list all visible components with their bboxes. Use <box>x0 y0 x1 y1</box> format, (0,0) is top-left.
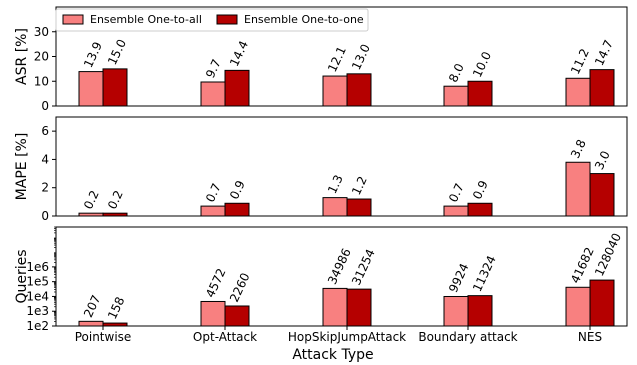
bar-mape-s2-3 <box>467 202 493 217</box>
legend-swatch-one-to-one <box>216 14 238 25</box>
x-tick-label: Pointwise <box>75 330 132 344</box>
y-tick-label: 0 <box>41 99 49 113</box>
bar-mape-s2-1 <box>224 202 250 217</box>
bar-queries-s2-4 <box>589 279 615 327</box>
y-tick-label: 30 <box>34 25 49 39</box>
bar-mape-s1-0 <box>78 212 104 217</box>
legend-box <box>55 8 369 32</box>
bar-value-label: 13.0 <box>349 42 373 72</box>
x-tick-label: Opt-Attack <box>193 330 257 344</box>
legend: Ensemble One-to-all Ensemble One-to-one <box>55 8 369 32</box>
y-axis-title-queries: Queries <box>14 249 30 303</box>
bar-asr-s1-1 <box>200 81 226 107</box>
bar-value-label: 0.2 <box>81 188 102 211</box>
bar-value-label: 0.2 <box>105 188 126 211</box>
bar-asr-s2-0 <box>102 68 128 107</box>
bar-mape-s1-4 <box>565 161 591 217</box>
bar-value-label: 11324 <box>470 253 499 294</box>
bar-value-label: 14.7 <box>592 38 616 68</box>
panel-mape: 0 2 4 6 MAPE [%] 0.2 0.7 1.3 0.7 3.8 0.2 0.9 1.2 0.9 3… <box>14 116 628 223</box>
bar-value-label: 158 <box>105 295 127 322</box>
y-tick-label: 1e5 <box>26 275 49 289</box>
legend-swatch-one-to-all <box>62 14 84 25</box>
y-axis-title-mape: MAPE [%] <box>14 133 30 201</box>
legend-label-one-to-one: Ensemble One-to-one <box>244 13 364 26</box>
bar-value-label: 9924 <box>446 261 472 295</box>
bar-value-label: 207 <box>81 293 103 320</box>
bar-value-label: 128040 <box>592 231 624 278</box>
y-tick-label: 1e2 <box>26 319 49 333</box>
bar-value-label: 8.0 <box>446 61 467 84</box>
bar-value-label: 1.2 <box>349 174 370 197</box>
bar-value-label: 2260 <box>227 271 253 305</box>
bar-asr-s2-4 <box>589 69 615 107</box>
bar-value-label: 4572 <box>203 266 229 300</box>
bar-queries-s2-0 <box>102 322 128 327</box>
bar-value-label: 15.0 <box>105 37 129 67</box>
bar-value-label: 0.9 <box>470 178 491 201</box>
bar-queries-s2-3 <box>467 295 493 327</box>
bar-queries-s1-2 <box>322 287 348 327</box>
y-tick-label: 20 <box>34 50 49 64</box>
y-tick-label: 1e3 <box>26 304 49 318</box>
bar-value-label: 3.8 <box>568 137 589 160</box>
bar-value-label: 3.0 <box>592 149 613 172</box>
y-tick-label: 1e6 <box>26 260 49 274</box>
bar-asr-s1-3 <box>443 85 469 107</box>
x-axis: Pointwise Opt-Attack HopSkipJumpAttack Boun… <box>75 326 602 344</box>
bar-queries-s1-4 <box>565 286 591 327</box>
bar-value-label: 10.0 <box>470 49 494 79</box>
x-tick-label: Boundary attack <box>418 330 517 344</box>
bar-value-label: 12.1 <box>325 44 349 74</box>
bar-value-label: 0.7 <box>446 181 467 204</box>
bar-mape-s2-0 <box>102 212 128 217</box>
y-tick-label: 10 <box>34 74 49 88</box>
bar-asr-s2-3 <box>467 80 493 107</box>
bar-asr-s1-0 <box>78 71 104 107</box>
bar-value-label: 9.7 <box>203 57 224 80</box>
x-axis-title: Attack Type <box>292 347 373 363</box>
bar-queries-s2-2 <box>346 288 372 327</box>
bar-mape-s1-1 <box>200 205 226 217</box>
bar-value-label: 11.2 <box>568 46 592 76</box>
y-axis-title-asr: ASR [%] <box>14 28 30 85</box>
bar-queries-s1-1 <box>200 300 226 327</box>
bar-asr-s1-2 <box>322 75 348 107</box>
x-tick-label: HopSkipJumpAttack <box>288 330 406 344</box>
y-tick-label: 2 <box>41 181 49 195</box>
y-tick-label: 6 <box>41 124 49 138</box>
legend-label-one-to-all: Ensemble One-to-all <box>90 13 202 26</box>
bar-mape-s1-2 <box>322 197 348 217</box>
bar-value-label: 13.9 <box>81 40 105 70</box>
y-tick-label: 1e4 <box>26 289 49 303</box>
bar-asr-s2-2 <box>346 73 372 107</box>
y-tick-label: 0 <box>41 209 49 223</box>
x-tick-label: NES <box>578 330 602 344</box>
bar-asr-s1-4 <box>565 77 591 107</box>
bar-value-label: 14.4 <box>227 38 251 68</box>
bar-queries-s1-3 <box>443 295 469 327</box>
bar-value-label: 41682 <box>568 245 597 286</box>
bar-value-label: 1.3 <box>325 173 346 196</box>
bar-queries-s1-0 <box>78 320 104 327</box>
bar-mape-s2-4 <box>589 173 615 217</box>
bar-value-label: 0.9 <box>227 178 248 201</box>
bar-value-label: 0.7 <box>203 181 224 204</box>
bar-mape-s2-2 <box>346 198 372 217</box>
bar-asr-s2-1 <box>224 69 250 107</box>
bar-queries-s2-1 <box>224 305 250 327</box>
y-tick-label: 4 <box>41 152 49 166</box>
bar-mape-s1-3 <box>443 205 469 217</box>
